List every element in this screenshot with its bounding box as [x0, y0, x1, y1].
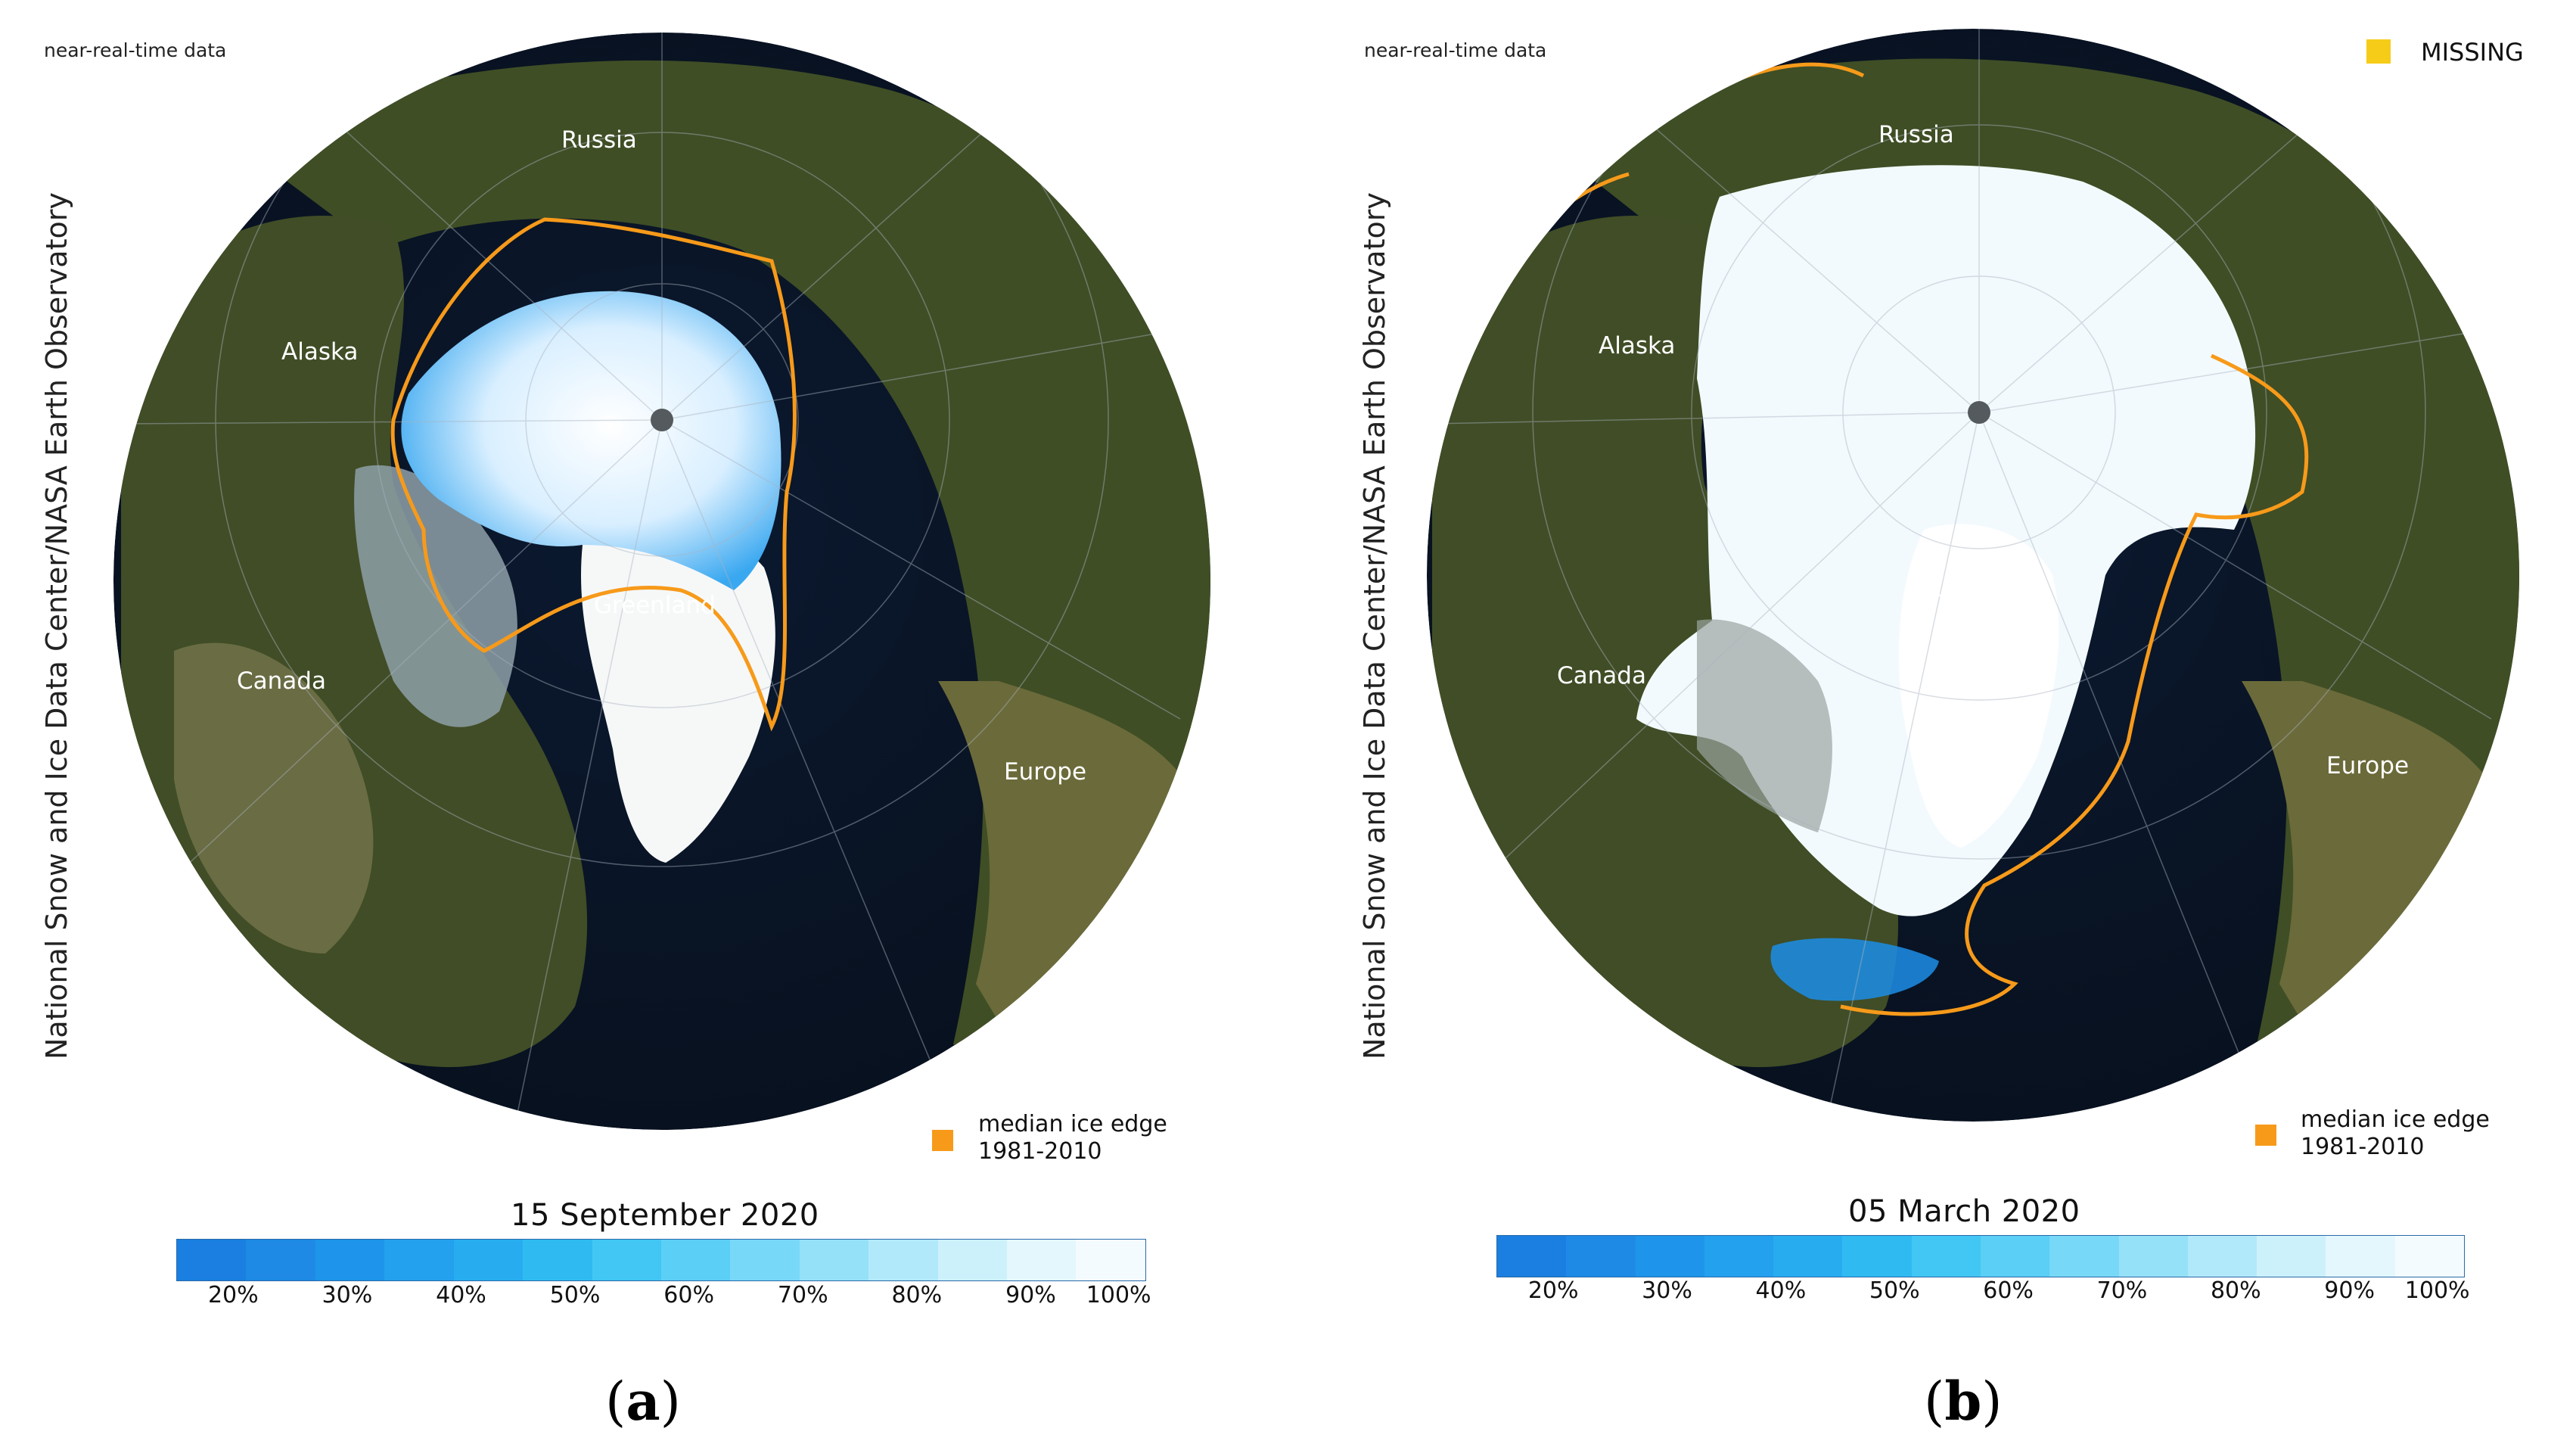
region-label-greenland: Greenland	[594, 592, 716, 619]
colorbar-step	[2326, 1236, 2395, 1277]
colorbar-step	[2049, 1236, 2119, 1277]
arctic-map-a: Russia Alaska Greenland Canada Europe	[113, 33, 1210, 1130]
colorbar-tick-label: 80%	[891, 1282, 943, 1308]
colorbar-step	[2118, 1236, 2188, 1277]
colorbar-tick-label: 50%	[549, 1282, 601, 1308]
source-note: near-real-time data	[44, 39, 227, 61]
colorbar-step	[384, 1240, 454, 1280]
missing-label: MISSING	[2421, 38, 2524, 67]
colorbar-step	[177, 1240, 247, 1280]
missing-swatch	[2366, 39, 2391, 64]
region-label-europe: Europe	[1004, 758, 1086, 786]
colorbar-tick-label: 40%	[436, 1282, 486, 1308]
colorbar-step	[730, 1240, 800, 1280]
landmass-greenland	[1898, 524, 2059, 848]
landmass-eurasia	[227, 60, 1210, 1075]
colorbar-step	[1007, 1240, 1077, 1280]
colorbar-step	[592, 1240, 661, 1280]
region-label-canada: Canada	[1557, 662, 1646, 689]
colorbar-tick-label: 40%	[1755, 1277, 1807, 1304]
region-label-alaska: Alaska	[281, 338, 358, 366]
legend-line2: 1981-2010	[978, 1138, 1102, 1165]
panel-b: near-real-time data National Snow and Ic…	[1288, 0, 2576, 1453]
region-label-alaska: Alaska	[1599, 332, 1675, 359]
colorbar-step	[1980, 1236, 2050, 1277]
colorbar-tick-label: 100%	[2404, 1277, 2470, 1304]
colorbar-step	[937, 1240, 1008, 1280]
colorbar-ticks: 20% 30% 40% 50% 60% 70% 80% 90% 100%	[176, 1282, 1151, 1312]
colorbar-ticks: 20% 30% 40% 50% 60% 70% 80% 90% 100%	[1496, 1277, 2470, 1308]
region-label-russia: Russia	[561, 126, 637, 154]
map-date: 15 September 2020	[511, 1198, 819, 1233]
colorbar-tick-label: 20%	[1527, 1277, 1579, 1304]
colorbar-tick-label: 80%	[2210, 1277, 2261, 1304]
colorbar-tick-label: 30%	[322, 1282, 373, 1308]
concentration-colorbar	[176, 1239, 1146, 1281]
arctic-map-b: Russia Alaska Greenland Canada Europe	[1427, 29, 2519, 1122]
legend-line1: median ice edge	[2301, 1106, 2490, 1133]
colorbar-step	[1566, 1236, 1636, 1277]
map-date: 05 March 2020	[1848, 1194, 2080, 1229]
colorbar-step	[453, 1240, 524, 1280]
legend-line1: median ice edge	[978, 1111, 1167, 1137]
colorbar-step	[1635, 1236, 1704, 1277]
colorbar-step	[523, 1240, 592, 1280]
colorbar-step	[1911, 1236, 1981, 1277]
region-label-europe: Europe	[2326, 752, 2409, 779]
colorbar-tick-label: 60%	[1983, 1277, 2034, 1304]
colorbar-step	[660, 1240, 731, 1280]
colorbar-step	[2187, 1236, 2257, 1277]
colorbar-tick-label: 20%	[207, 1282, 259, 1308]
colorbar-step	[799, 1240, 869, 1280]
colorbar-step	[1842, 1236, 1912, 1277]
colorbar-tick-label: 60%	[663, 1282, 714, 1308]
landmass-north-america	[1432, 216, 1899, 1068]
colorbar-step	[1773, 1236, 1843, 1277]
colorbar-step	[1704, 1236, 1774, 1277]
colorbar-step	[2394, 1236, 2464, 1277]
colorbar-tick-label: 90%	[1005, 1282, 1056, 1308]
region-label-canada: Canada	[237, 667, 326, 695]
landmass-eurasia	[1538, 58, 2519, 1075]
colorbar-tick-label: 100%	[1086, 1282, 1151, 1308]
colorbar-step	[315, 1240, 385, 1280]
colorbar-tick-label: 70%	[2096, 1277, 2148, 1304]
landmass-greenland	[581, 527, 775, 863]
region-label-greenland: Greenland	[1913, 586, 2034, 614]
panel-caption: (b)	[1924, 1370, 2003, 1433]
colorbar-step	[246, 1240, 315, 1280]
median-ice-edge-swatch	[932, 1130, 953, 1151]
median-ice-edge-swatch	[2255, 1125, 2276, 1146]
north-pole-marker	[1968, 401, 1990, 424]
colorbar-tick-label: 50%	[1869, 1277, 1920, 1304]
colorbar-tick-label: 30%	[1642, 1277, 1692, 1304]
legend-line2: 1981-2010	[2301, 1134, 2425, 1160]
colorbar-tick-label: 90%	[2324, 1277, 2375, 1304]
colorbar-step	[2257, 1236, 2326, 1277]
colorbar-tick-label: 70%	[777, 1282, 828, 1308]
source-note: near-real-time data	[1364, 39, 1547, 61]
sea-ice-extent	[401, 291, 782, 590]
colorbar-step	[1076, 1240, 1145, 1280]
median-ice-edge-legend: median ice edge 1981-2010	[978, 1111, 1167, 1165]
colorbar-step	[869, 1240, 938, 1280]
north-pole-marker	[651, 409, 673, 431]
median-ice-edge-legend: median ice edge 1981-2010	[2301, 1106, 2490, 1161]
region-label-russia: Russia	[1878, 121, 1954, 148]
concentration-colorbar	[1496, 1235, 2465, 1277]
colorbar-step	[1497, 1236, 1567, 1277]
panel-caption: (a)	[605, 1370, 681, 1433]
panel-a: near-real-time data National Snow and Ic…	[40, 33, 1210, 1433]
median-ice-edge-line	[390, 217, 797, 732]
